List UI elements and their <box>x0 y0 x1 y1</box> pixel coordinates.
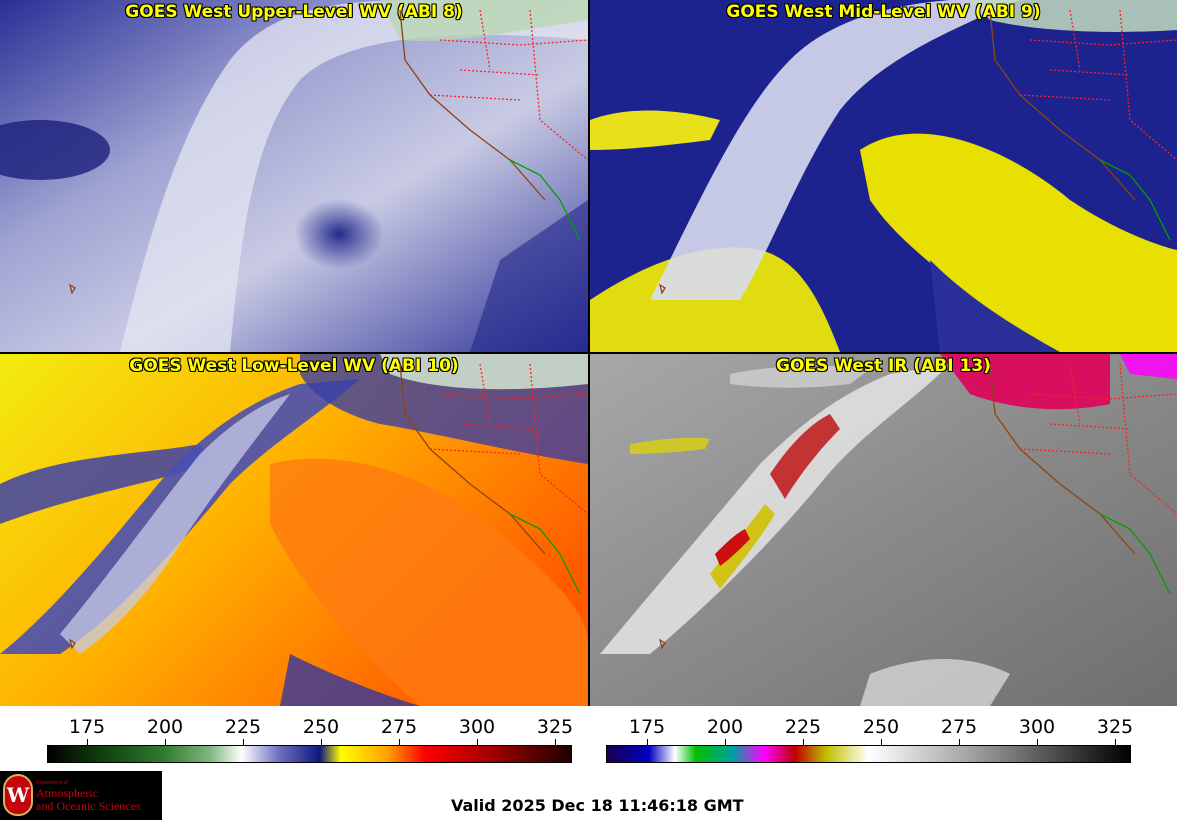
tick-mark <box>477 739 478 745</box>
state-borders <box>1019 363 1177 515</box>
mexico-coastline <box>1099 513 1171 595</box>
tick-label: 325 <box>1096 716 1134 738</box>
us-coastline <box>399 363 546 555</box>
tick-label: 225 <box>224 716 262 738</box>
logo-dept: Department of <box>36 780 68 786</box>
panel-title: GOES West Mid-Level WV (ABI 9) <box>726 2 1041 22</box>
tick-label: 300 <box>458 716 496 738</box>
aos-logo: W Department of Atmospheric and Oceanic … <box>0 771 162 820</box>
tick-mark <box>1115 739 1116 745</box>
tick-label: 200 <box>146 716 184 738</box>
tick-mark <box>321 739 322 745</box>
upper-level-wv-panel: GOES West Upper-Level WV (ABI 8) <box>0 0 588 352</box>
mexico-coastline <box>509 159 581 241</box>
tick-label: 225 <box>784 716 822 738</box>
tick-label: 175 <box>68 716 106 738</box>
tick-mark <box>399 739 400 745</box>
tick-mark <box>87 739 88 745</box>
logo-line1: Atmospheric <box>36 786 98 800</box>
tick-label: 175 <box>628 716 666 738</box>
mexico-coastline <box>509 513 581 595</box>
ir-color-scale <box>606 745 1131 763</box>
valid-time: Valid 2025 Dec 18 11:46:18 GMT <box>451 796 744 815</box>
upper-level-wv-image <box>0 0 588 352</box>
tick-mark <box>881 739 882 745</box>
tick-mark <box>555 739 556 745</box>
mexico-coastline <box>1099 159 1171 241</box>
tick-mark <box>725 739 726 745</box>
ir-colorbar: 175 200 225 250 275 300 325 <box>590 706 1177 766</box>
panel-divider-horizontal <box>0 352 1177 354</box>
state-borders <box>1019 9 1177 161</box>
uw-seal-icon: W <box>3 774 33 816</box>
tick-mark <box>803 739 804 745</box>
panel-title: GOES West IR (ABI 13) <box>776 356 991 376</box>
tick-label: 250 <box>862 716 900 738</box>
tick-label: 325 <box>536 716 574 738</box>
mid-level-wv-panel: GOES West Mid-Level WV (ABI 9) <box>590 0 1177 352</box>
panel-title: GOES West Low-Level WV (ABI 10) <box>129 356 459 376</box>
wv-colorbar: 175 200 225 250 275 300 325 <box>0 706 588 766</box>
wv-color-scale <box>47 745 572 763</box>
tick-label: 275 <box>940 716 978 738</box>
low-level-wv-panel: GOES West Low-Level WV (ABI 10) <box>0 354 588 706</box>
boundary-overlay <box>68 9 1177 650</box>
ir-panel: GOES West IR (ABI 13) <box>590 354 1177 706</box>
tick-label: 250 <box>302 716 340 738</box>
us-coastline <box>989 363 1136 555</box>
ir-image <box>590 354 1177 706</box>
state-borders <box>429 9 589 161</box>
low-level-wv-image <box>0 354 588 706</box>
state-borders <box>429 363 589 515</box>
tick-mark <box>959 739 960 745</box>
tick-label: 200 <box>706 716 744 738</box>
mid-level-wv-image <box>590 0 1177 352</box>
panel-title: GOES West Upper-Level WV (ABI 8) <box>125 2 463 22</box>
us-coastline <box>989 9 1136 201</box>
tick-label: 275 <box>380 716 418 738</box>
tick-mark <box>1037 739 1038 745</box>
us-coastline <box>399 9 546 201</box>
tick-mark <box>165 739 166 745</box>
tick-mark <box>647 739 648 745</box>
tick-label: 300 <box>1018 716 1056 738</box>
logo-line2: and Oceanic Sciences <box>36 799 141 813</box>
hawaii-outline <box>68 283 666 650</box>
tick-mark <box>243 739 244 745</box>
